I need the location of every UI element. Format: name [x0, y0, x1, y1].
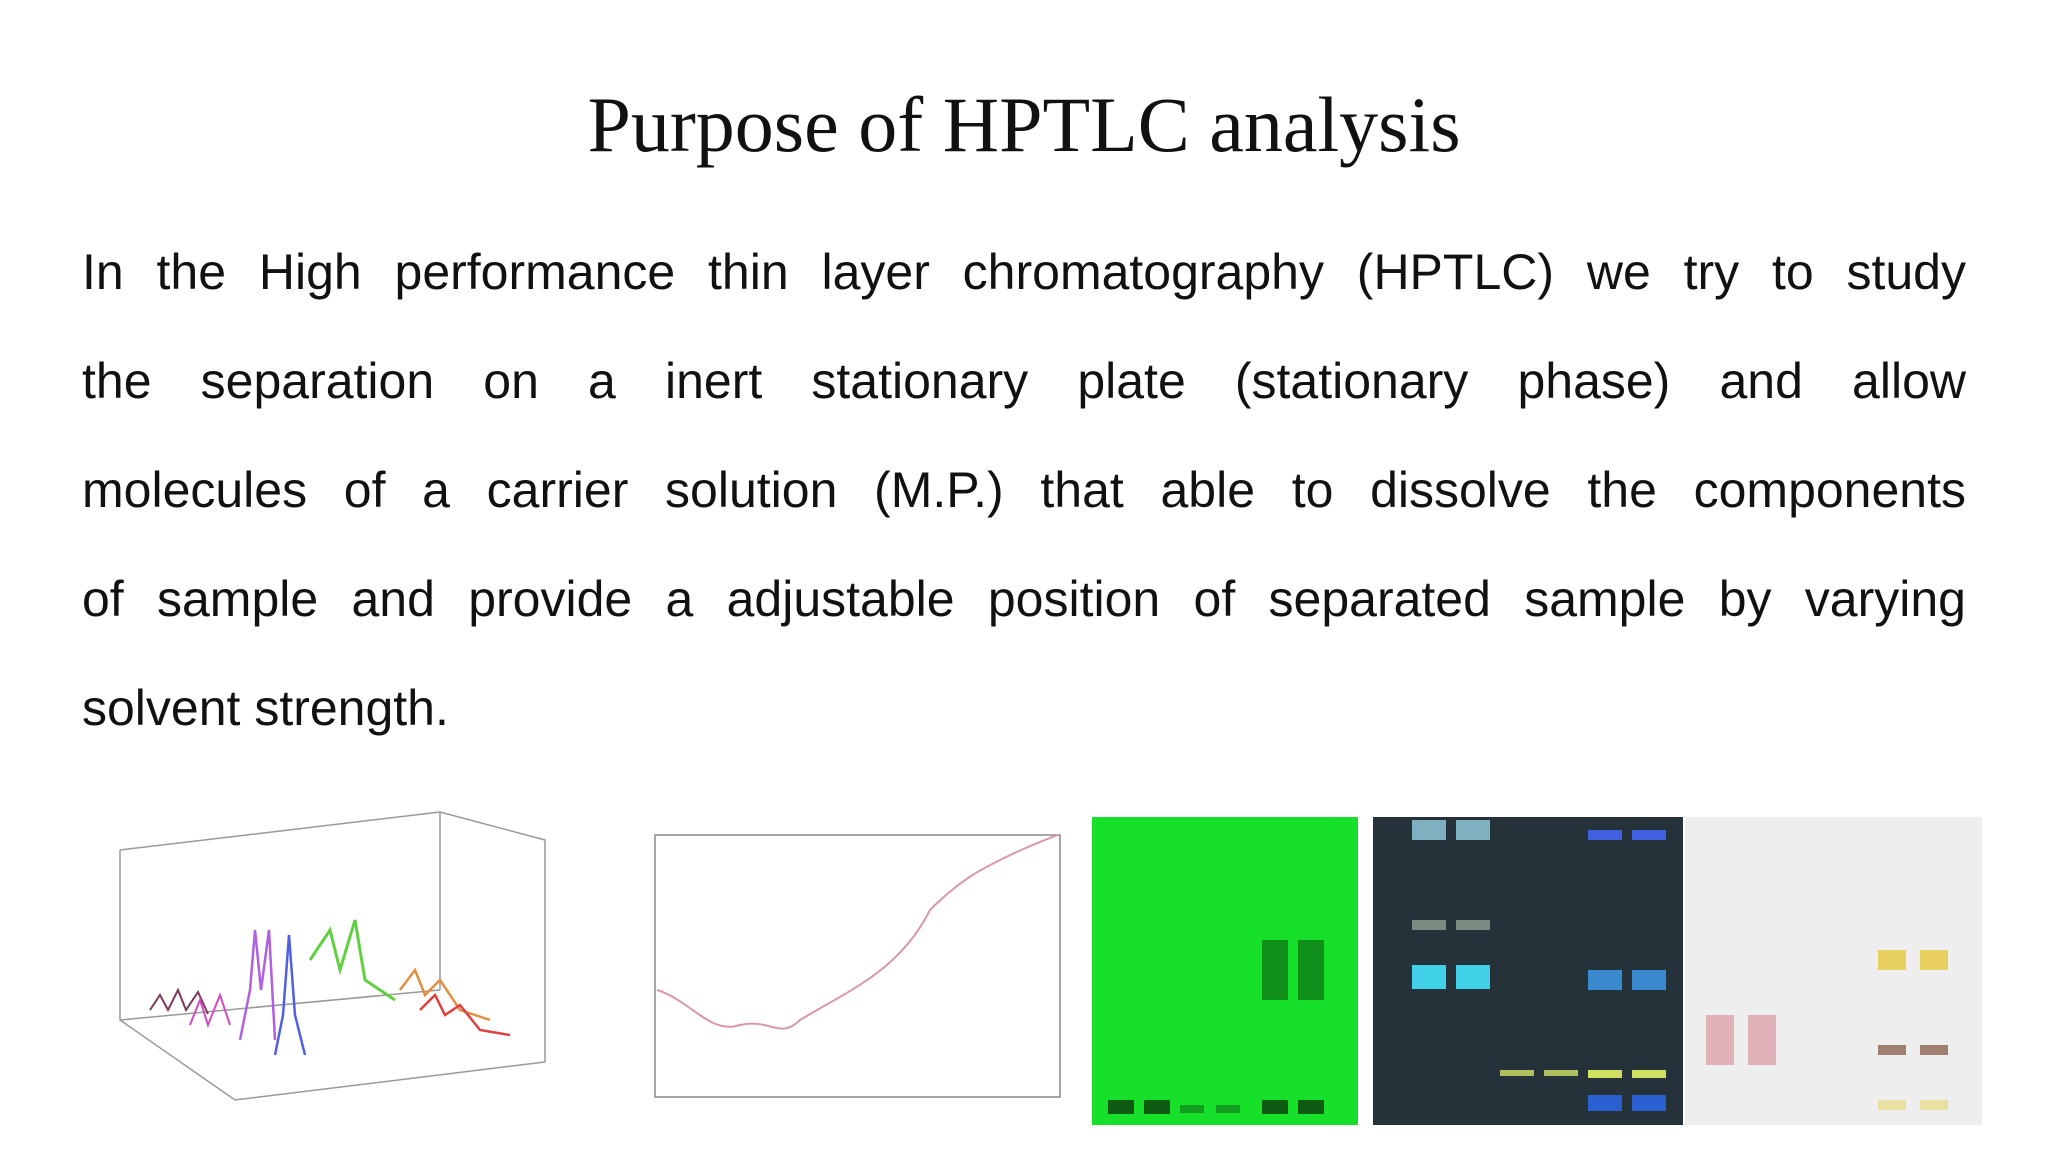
spectrum-plot	[654, 834, 1061, 1098]
plate-bands	[1108, 940, 1324, 1114]
plate-bands	[1412, 820, 1666, 1111]
tlc-plate-visible	[1685, 817, 1982, 1125]
tlc-plate-uv254	[1092, 817, 1358, 1125]
text-line: solvent strength.	[82, 680, 449, 736]
body-text: In the High performance thin layer chrom…	[82, 232, 1966, 777]
text-line: the separation on a inert stationary pla…	[82, 353, 1966, 409]
slide-title: Purpose of HPTLC analysis	[587, 81, 1461, 168]
text-line: In the High performance thin layer chrom…	[82, 244, 1966, 300]
plate-bands	[1706, 950, 1948, 1110]
text-line: of sample and provide a adjustable posit…	[82, 571, 1966, 627]
text-line: molecules of a carrier solution (M.P.) t…	[82, 462, 1966, 518]
chromatogram-3d	[119, 811, 546, 1101]
figure-strip	[119, 811, 1982, 1125]
